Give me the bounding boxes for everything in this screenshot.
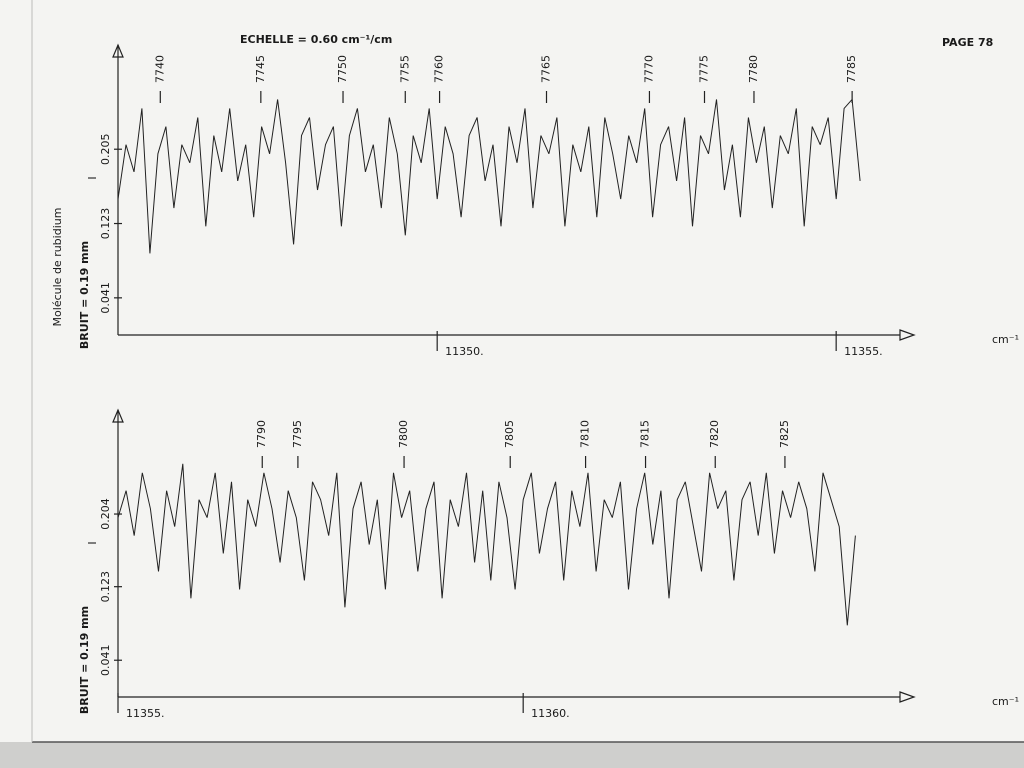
y-axis-label: I [86, 541, 99, 544]
line-id: 7780 [747, 55, 760, 83]
x-tick-label: 11355. [844, 345, 883, 358]
line-id: 7800 [397, 420, 410, 448]
y-tick-label: 0.041 [99, 282, 112, 314]
paper [0, 0, 1024, 742]
line-id: 7745 [254, 55, 267, 83]
x-arrow [899, 329, 916, 341]
line-id: 7785 [845, 55, 858, 83]
line-id: 7775 [698, 55, 711, 83]
x-tick-label: 11355. [126, 707, 165, 720]
x-arrow [899, 691, 916, 703]
spectrum-trace [117, 99, 861, 254]
y-arrow [112, 43, 124, 58]
line-id: 7740 [153, 55, 166, 83]
y-tick-label: 0.204 [99, 498, 112, 530]
line-id: 7825 [778, 420, 791, 448]
line-id: 7810 [579, 420, 592, 448]
line-id: 7820 [708, 420, 721, 448]
y-tick-label: 0.041 [99, 644, 112, 676]
page-number: PAGE 78 [942, 36, 993, 49]
x-tick-label: 11360. [531, 707, 570, 720]
noise-label: BRUIT = 0.19 mm [78, 241, 91, 349]
line-id: 7755 [398, 55, 411, 83]
y-arrow [112, 408, 124, 423]
line-id: 7765 [540, 55, 553, 83]
line-id: 7805 [503, 420, 516, 448]
x-tick-label: 11350. [445, 345, 484, 358]
spectrum-trace [117, 463, 856, 626]
line-id: 7815 [639, 420, 652, 448]
y-tick-label: 0.123 [99, 208, 112, 240]
line-id: 7770 [642, 55, 655, 83]
y-tick-label: 0.205 [99, 133, 112, 165]
line-id: 7790 [255, 420, 268, 448]
y-axis-label: I [86, 176, 99, 179]
line-id: 7795 [291, 420, 304, 448]
line-id: 7750 [336, 55, 349, 83]
scale-title: ECHELLE = 0.60 cm⁻¹/cm [240, 33, 392, 46]
x-unit-label: cm⁻¹ [992, 333, 1019, 346]
sample-label: Molécule de rubidium [51, 208, 64, 327]
line-id: 7760 [433, 55, 446, 83]
x-unit-label: cm⁻¹ [992, 695, 1019, 708]
noise-label: BRUIT = 0.19 mm [78, 606, 91, 714]
y-tick-label: 0.123 [99, 571, 112, 603]
